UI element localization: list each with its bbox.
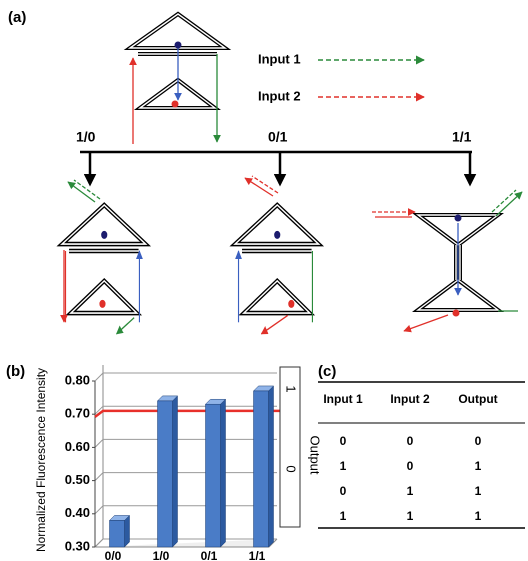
panel-label: (c) bbox=[318, 363, 336, 380]
diagram-circle bbox=[174, 41, 182, 49]
grid-line bbox=[94, 505, 277, 515]
panel-label: (a) bbox=[8, 9, 26, 26]
diagram-line bbox=[403, 314, 449, 333]
output-zone: 1 bbox=[284, 385, 299, 392]
strand-arrow bbox=[67, 181, 96, 203]
bar-side bbox=[268, 385, 274, 548]
table-cell: 1 bbox=[407, 484, 414, 498]
x-tick-label: 1/0 bbox=[153, 549, 170, 561]
bar-side bbox=[124, 514, 130, 548]
diagram-circle bbox=[101, 230, 108, 239]
diagram-use bbox=[234, 204, 320, 314]
output-zone: 0 bbox=[284, 465, 299, 472]
bar bbox=[205, 403, 221, 548]
bar bbox=[157, 400, 173, 548]
output-label: Output bbox=[308, 435, 323, 474]
x-tick-label: 0/0 bbox=[105, 549, 122, 561]
table-cell: 0 bbox=[340, 484, 347, 498]
bar bbox=[253, 390, 269, 548]
table-cell: 1 bbox=[475, 509, 482, 523]
legend-label: Input 1 bbox=[258, 51, 301, 66]
diagram-use bbox=[62, 205, 146, 313]
table-cell: 1 bbox=[407, 509, 414, 523]
table-header: Input 1 bbox=[323, 392, 363, 406]
table-cell: 1 bbox=[475, 484, 482, 498]
threshold-line bbox=[94, 409, 299, 418]
diagram-line bbox=[260, 314, 289, 335]
diagram-line bbox=[115, 317, 135, 335]
dna-structure bbox=[61, 204, 147, 335]
diagram-circle bbox=[454, 214, 462, 222]
diagram-circle bbox=[288, 299, 295, 308]
legend-label: Input 2 bbox=[258, 88, 301, 103]
diagram-circle bbox=[274, 230, 281, 239]
dna-structure bbox=[128, 12, 227, 144]
grid-line bbox=[94, 372, 277, 382]
table-cell: 0 bbox=[407, 434, 414, 448]
y-tick-label: 0.70 bbox=[65, 406, 90, 421]
table-header: Input 2 bbox=[390, 392, 430, 406]
y-tick-label: 0.30 bbox=[65, 538, 90, 553]
bar bbox=[109, 520, 125, 548]
y-tick-label: 0.40 bbox=[65, 505, 90, 520]
strand-arrow bbox=[251, 175, 279, 194]
dna-structure bbox=[403, 213, 518, 333]
table-cell: 1 bbox=[475, 459, 482, 473]
diagram-use bbox=[235, 205, 319, 313]
y-axis-label: Normalized Fluorescence Intensity bbox=[34, 368, 48, 552]
table-cell: 1 bbox=[340, 459, 347, 473]
grid-line bbox=[94, 438, 277, 448]
strand-arrow bbox=[73, 179, 101, 200]
diagram-circle bbox=[452, 309, 460, 317]
diagram-use bbox=[61, 204, 147, 314]
bar-side bbox=[172, 395, 178, 548]
grid-line bbox=[94, 472, 277, 481]
bar-side bbox=[220, 398, 226, 548]
strand-arrow bbox=[495, 191, 523, 217]
truth-table: Input 1 Input 2 Output 0 0 0 1 0 1 0 1 1 1 1 1 bbox=[318, 381, 525, 529]
y-tick-label: 0.50 bbox=[65, 472, 90, 487]
x-tick-label: 1/1 bbox=[249, 549, 266, 561]
dna-structure bbox=[234, 204, 320, 335]
floor bbox=[95, 538, 278, 548]
table-cell: 0 bbox=[340, 434, 347, 448]
output-box bbox=[279, 366, 301, 528]
bar-chart: 0.30 0.40 0.50 0.60 0.70 0.80 1 0 Output 0/0 1/0 0/… bbox=[65, 365, 323, 561]
table-cell: 0 bbox=[407, 459, 414, 473]
diagram-circle bbox=[171, 100, 179, 108]
strand-arrow bbox=[491, 189, 517, 213]
panel-label: (b) bbox=[6, 363, 25, 380]
branch-label: 1/0 bbox=[76, 129, 96, 145]
x-tick-label: 0/1 bbox=[201, 549, 218, 561]
branch-label: 1/1 bbox=[452, 129, 472, 145]
table-header: Output bbox=[458, 392, 497, 406]
strand-arrow bbox=[244, 177, 274, 197]
table-cell: 1 bbox=[340, 509, 347, 523]
table-cell: 0 bbox=[475, 434, 482, 448]
y-tick-label: 0.80 bbox=[65, 372, 90, 387]
branch-label: 0/1 bbox=[268, 129, 288, 145]
y-tick-label: 0.60 bbox=[65, 439, 90, 454]
diagram-circle bbox=[99, 299, 106, 308]
